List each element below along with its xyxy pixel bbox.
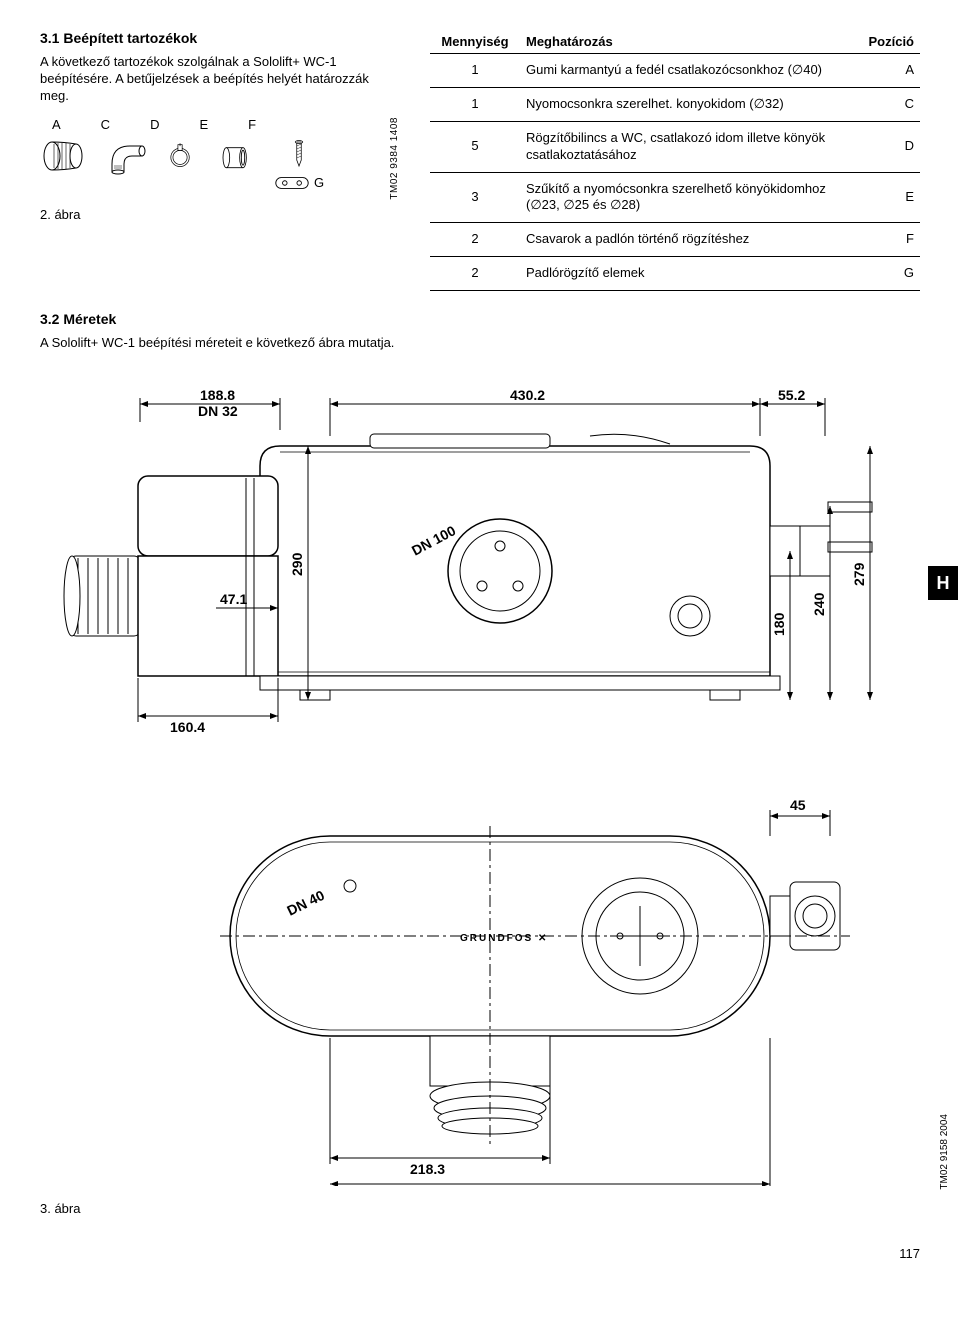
acc-label-a: A xyxy=(52,117,61,132)
figure-3-caption: 3. ábra xyxy=(40,1201,920,1216)
coupling-icon xyxy=(40,136,88,176)
svg-text:45: 45 xyxy=(790,797,806,813)
acc-label-d: D xyxy=(150,117,159,132)
figure-code-2: TM02 9158 2004 xyxy=(939,1114,950,1190)
svg-text:180: 180 xyxy=(771,613,787,637)
acc-label-f: F xyxy=(248,117,256,132)
screw-icon xyxy=(293,136,305,172)
svg-text:290: 290 xyxy=(289,553,305,577)
svg-text:279: 279 xyxy=(851,563,867,587)
svg-text:GRUNDFOS ✕: GRUNDFOS ✕ xyxy=(460,933,548,944)
section-3-2-heading: 3.2 Méretek xyxy=(40,311,920,327)
side-view: 188.8 DN 32 430.2 55.2 xyxy=(64,387,873,735)
table-row: 1 Nyomocsonkra szerelhet. konyokidom (∅3… xyxy=(430,87,920,121)
acc-label-e: E xyxy=(199,117,208,132)
th-qty: Mennyiség xyxy=(430,30,520,54)
section-3-2-intro: A Sololift+ WC-1 beépítési méreteit e kö… xyxy=(40,335,920,350)
accessories-figure: A C D E F xyxy=(40,117,400,223)
svg-text:240: 240 xyxy=(811,593,827,617)
svg-text:DN 32: DN 32 xyxy=(198,403,238,419)
acc-label-g: G xyxy=(314,175,324,190)
svg-text:218.3: 218.3 xyxy=(410,1161,445,1177)
table-row: 5 Rögzítőbilincs a WC, csatlakozó idom i… xyxy=(430,121,920,172)
th-desc: Meghatározás xyxy=(520,30,862,54)
svg-text:430.2: 430.2 xyxy=(510,387,545,403)
clamp-icon xyxy=(168,136,202,176)
section-3-1-heading: 3.1 Beépített tartozékok xyxy=(40,30,400,46)
th-pos: Pozíció xyxy=(862,30,920,54)
svg-text:47.1: 47.1 xyxy=(220,591,247,607)
top-view: 45 DN 40 GRUNDFOS ✕ xyxy=(220,797,850,1186)
accessories-table: Mennyiség Meghatározás Pozíció 1 Gumi ka… xyxy=(430,30,920,291)
figure-code-1: TM02 9384 1408 xyxy=(389,117,400,200)
svg-text:160.4: 160.4 xyxy=(170,719,205,735)
reducer-icon xyxy=(218,136,258,176)
table-row: 2 Padlórögzítő elemek G xyxy=(430,257,920,291)
svg-text:55.2: 55.2 xyxy=(778,387,805,403)
acc-label-c: C xyxy=(101,117,110,132)
figure-2-caption: 2. ábra xyxy=(40,207,400,222)
elbow-icon xyxy=(104,136,152,176)
section-3-1-intro: A következő tartozékok szolgálnak a Solo… xyxy=(40,54,400,105)
technical-drawing: 188.8 DN 32 430.2 55.2 xyxy=(40,366,920,1186)
section-tab-h: H xyxy=(928,566,958,600)
bracket-icon xyxy=(274,174,310,192)
svg-text:188.8: 188.8 xyxy=(200,387,235,403)
page-number: 117 xyxy=(40,1246,920,1261)
table-row: 2 Csavarok a padlón történő rögzítéshez … xyxy=(430,223,920,257)
table-row: 1 Gumi karmantyú a fedél csatlakozócsonk… xyxy=(430,54,920,88)
table-row: 3 Szűkítő a nyomócsonkra szerelhető köny… xyxy=(430,172,920,223)
